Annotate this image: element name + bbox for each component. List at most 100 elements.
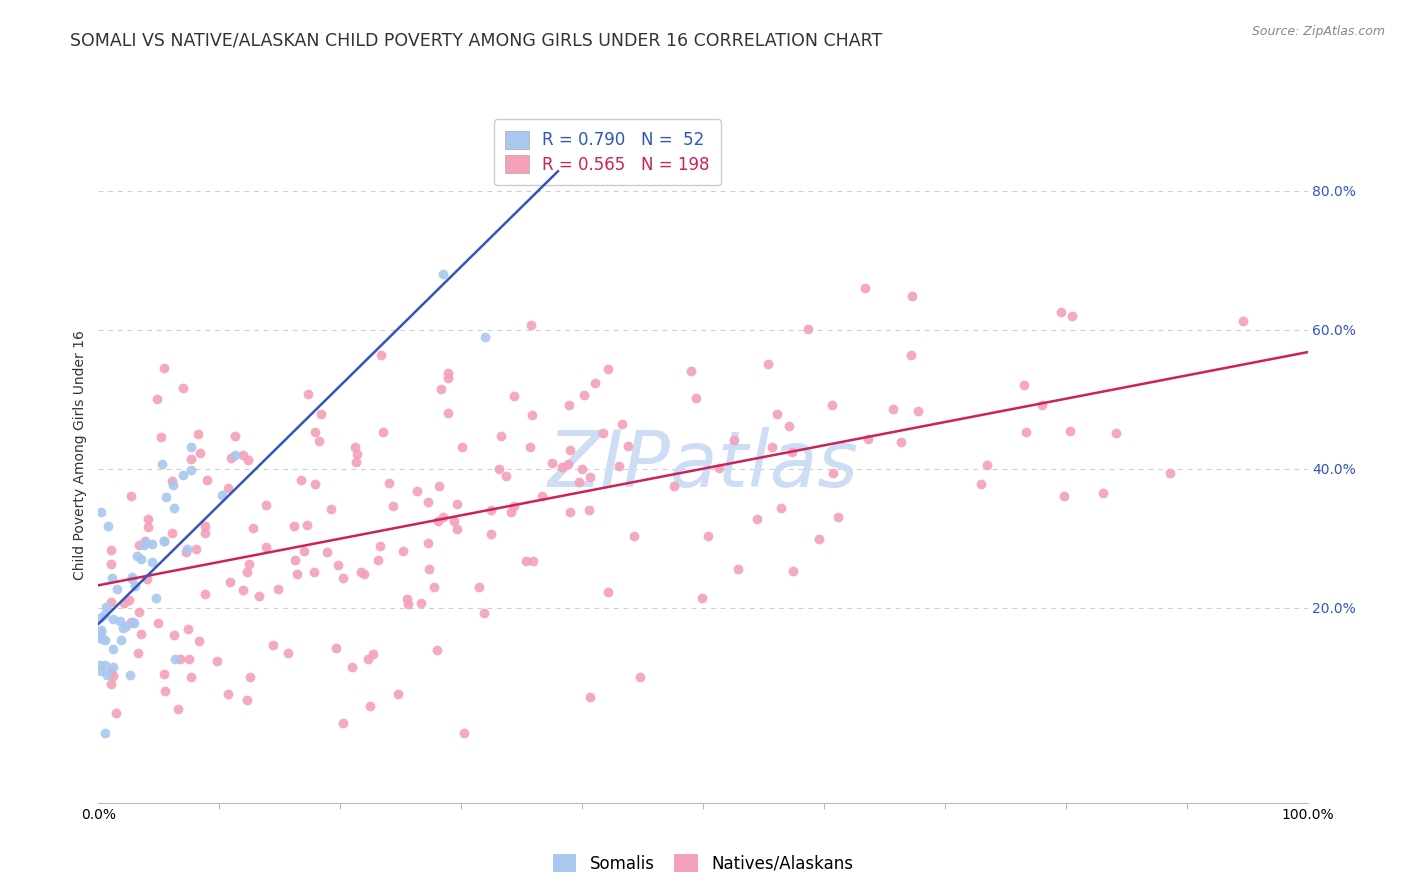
Point: [292, 544, 315, 558]
Point: [423, 580, 446, 594]
Point: [519, 440, 541, 454]
Point: [136, 512, 159, 526]
Point: [120, 615, 142, 630]
Point: [162, 478, 184, 492]
Point: [557, 398, 579, 412]
Point: [180, 671, 202, 685]
Point: [522, 554, 544, 568]
Point: [530, 489, 553, 503]
Point: [778, 418, 800, 433]
Point: [238, 557, 260, 571]
Point: [578, 470, 600, 484]
Point: [297, 386, 319, 401]
Point: [108, 615, 131, 629]
Point: [112, 596, 135, 610]
Point: [727, 562, 749, 576]
Point: [100, 543, 122, 558]
Legend: R = 0.790   N =  52, R = 0.565   N = 198: R = 0.790 N = 52, R = 0.565 N = 198: [494, 119, 721, 186]
Point: [429, 382, 451, 396]
Text: SOMALI VS NATIVE/ALASKAN CHILD POVERTY AMONG GIRLS UNDER 16 CORRELATION CHART: SOMALI VS NATIVE/ALASKAN CHILD POVERTY A…: [70, 31, 883, 49]
Point: [976, 458, 998, 472]
Point: [218, 574, 240, 589]
Point: [856, 433, 879, 447]
Point: [370, 348, 392, 362]
Point: [153, 666, 176, 681]
Point: [96, 668, 118, 682]
Point: [1092, 486, 1115, 500]
Point: [797, 322, 820, 336]
Point: [853, 281, 876, 295]
Point: [416, 494, 439, 508]
Point: [901, 289, 924, 303]
Point: [128, 538, 150, 552]
Point: [304, 476, 326, 491]
Point: [277, 646, 299, 660]
Point: [242, 521, 264, 535]
Point: [105, 582, 128, 597]
Point: [304, 565, 326, 579]
Point: [907, 404, 929, 418]
Point: [696, 529, 718, 543]
Point: [396, 597, 419, 611]
Point: [176, 541, 198, 556]
Point: [141, 537, 163, 551]
Point: [827, 510, 849, 524]
Point: [247, 589, 270, 603]
Point: [180, 463, 202, 477]
Point: [135, 536, 157, 550]
Point: [392, 544, 415, 558]
Point: [515, 554, 537, 568]
Point: [100, 665, 122, 680]
Point: [308, 434, 330, 448]
Point: [346, 447, 368, 461]
Point: [121, 570, 143, 584]
Point: [217, 481, 239, 495]
Point: [97, 519, 120, 533]
Point: [350, 565, 373, 579]
Point: [122, 615, 145, 629]
Point: [297, 517, 319, 532]
Point: [520, 408, 543, 422]
Point: [344, 440, 367, 454]
Point: [432, 267, 454, 281]
Point: [153, 360, 176, 375]
Point: [568, 475, 591, 490]
Point: [332, 715, 354, 730]
Point: [146, 616, 169, 631]
Point: [94, 726, 117, 740]
Point: [325, 641, 347, 656]
Point: [184, 541, 207, 556]
Point: [179, 652, 201, 666]
Point: [132, 538, 155, 552]
Point: [101, 668, 124, 682]
Point: [495, 468, 517, 483]
Point: [970, 477, 993, 491]
Point: [94, 600, 117, 615]
Point: [361, 647, 384, 661]
Point: [367, 553, 389, 567]
Point: [1060, 309, 1083, 323]
Point: [124, 579, 146, 593]
Point: [429, 479, 451, 493]
Point: [121, 573, 143, 587]
Point: [558, 442, 581, 457]
Point: [1015, 425, 1038, 439]
Point: [135, 572, 157, 586]
Point: [583, 376, 606, 391]
Point: [224, 448, 246, 462]
Point: [90, 505, 112, 519]
Point: [612, 417, 634, 431]
Point: [418, 562, 440, 576]
Point: [782, 564, 804, 578]
Point: [316, 545, 339, 559]
Point: [232, 582, 254, 597]
Point: [474, 329, 496, 343]
Point: [89, 610, 111, 624]
Point: [194, 586, 217, 600]
Point: [1159, 466, 1181, 480]
Point: [1232, 314, 1254, 328]
Point: [235, 693, 257, 707]
Point: [165, 652, 187, 666]
Point: [662, 479, 685, 493]
Point: [134, 533, 156, 548]
